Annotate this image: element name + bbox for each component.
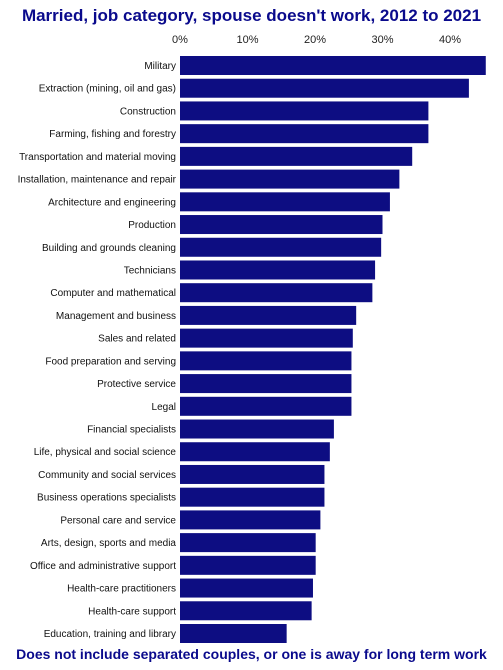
- x-axis-ticks: 0% 10% 20% 30% 40%: [172, 34, 461, 46]
- category-label: Architecture and engineering: [48, 197, 176, 208]
- bar: [180, 464, 325, 484]
- bar: [180, 283, 373, 303]
- category-label: Installation, maintenance and repair: [18, 175, 177, 186]
- bar: [180, 533, 316, 553]
- bar: [180, 487, 325, 507]
- category-label: Building and grounds cleaning: [42, 243, 176, 254]
- bar: [180, 578, 313, 598]
- x-tick-label: 30%: [371, 34, 393, 46]
- bar: [180, 555, 316, 575]
- category-label: Personal care and service: [60, 515, 176, 526]
- category-label: Health-care practitioners: [67, 584, 176, 595]
- category-label: Construction: [120, 106, 176, 117]
- x-tick-label: 10%: [236, 34, 258, 46]
- bar: [180, 260, 376, 280]
- bar: [180, 442, 330, 462]
- category-label: Health-care support: [88, 606, 176, 617]
- chart-title: Married, job category, spouse doesn't wo…: [21, 6, 482, 25]
- category-label: Technicians: [124, 265, 176, 276]
- chart-footnote: Does not include separated couples, or o…: [16, 646, 487, 662]
- bar: [180, 169, 400, 189]
- bar: [180, 146, 413, 166]
- bar: [180, 215, 383, 235]
- bar: [180, 101, 429, 121]
- category-label: Management and business: [56, 311, 176, 322]
- bar: [180, 419, 334, 439]
- bar: [180, 374, 352, 394]
- bar: [180, 124, 429, 144]
- bar: [180, 510, 321, 530]
- bar: [180, 351, 352, 371]
- category-label: Office and administrative support: [30, 561, 176, 572]
- category-labels: Military Extraction (mining, oil and gas)…: [18, 61, 177, 640]
- bar: [180, 601, 312, 621]
- category-label: Community and social services: [38, 470, 176, 481]
- category-label: Food preparation and serving: [45, 356, 176, 367]
- category-label: Computer and mathematical: [50, 288, 176, 299]
- category-label: Legal: [152, 402, 176, 413]
- x-tick-label: 40%: [439, 34, 461, 46]
- category-label: Protective service: [97, 379, 176, 390]
- bars: [180, 56, 486, 643]
- bar: [180, 192, 390, 212]
- x-tick-label: 20%: [304, 34, 326, 46]
- category-label: Sales and related: [98, 334, 176, 345]
- x-tick-label: 0%: [172, 34, 188, 46]
- bar: [180, 396, 352, 416]
- category-label: Education, training and library: [44, 629, 176, 640]
- bar: [180, 305, 357, 325]
- category-label: Arts, design, sports and media: [41, 538, 177, 549]
- category-label: Transportation and material moving: [19, 152, 176, 163]
- category-label: Farming, fishing and forestry: [49, 129, 176, 140]
- category-label: Life, physical and social science: [34, 447, 177, 458]
- category-label: Business operations specialists: [37, 493, 176, 504]
- bar: [180, 624, 287, 643]
- category-label: Military: [144, 61, 176, 72]
- category-label: Financial specialists: [87, 425, 176, 436]
- category-label: Extraction (mining, oil and gas): [39, 84, 176, 95]
- bar: [180, 237, 382, 257]
- bar: [180, 78, 469, 98]
- bar: [180, 328, 353, 348]
- bar: [180, 56, 486, 75]
- category-label: Production: [128, 220, 176, 231]
